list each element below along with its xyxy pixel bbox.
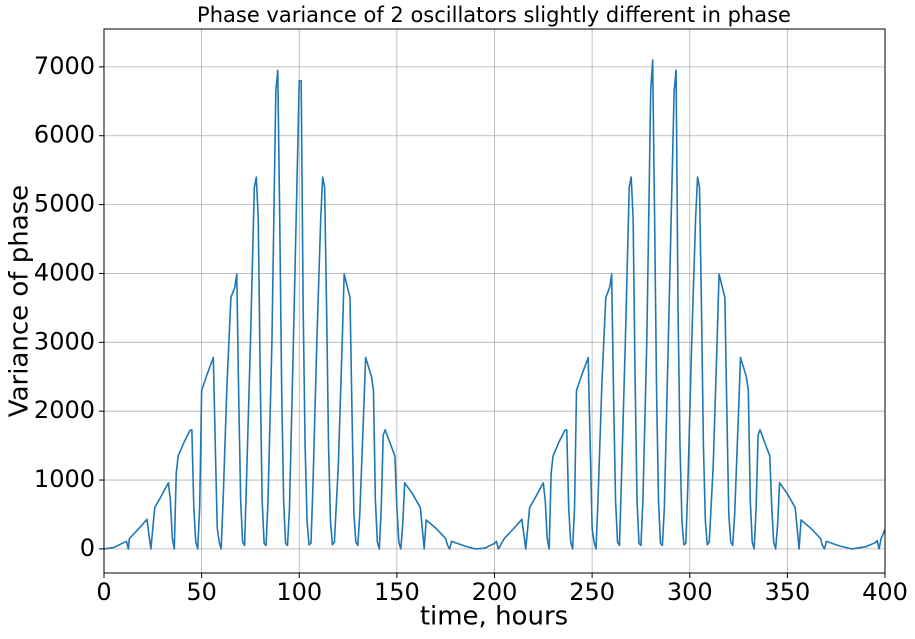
y-tick-label: 3000 <box>34 327 95 355</box>
x-tick-label: 300 <box>667 578 713 606</box>
x-tick-label: 100 <box>276 578 322 606</box>
x-tick-label: 250 <box>569 578 615 606</box>
y-tick-label: 4000 <box>34 258 95 286</box>
x-tick-label: 0 <box>96 578 111 606</box>
y-tick-label: 0 <box>80 534 95 562</box>
y-tick-label: 7000 <box>34 52 95 80</box>
x-tick-label: 350 <box>764 578 810 606</box>
x-tick-label: 150 <box>374 578 420 606</box>
y-tick-label: 5000 <box>34 190 95 218</box>
y-tick-label: 2000 <box>34 396 95 424</box>
data-line <box>103 59 886 550</box>
y-tick-label: 6000 <box>34 121 95 149</box>
x-tick-label: 400 <box>862 578 908 606</box>
x-axis-label: time, hours <box>420 602 568 632</box>
plot-frame <box>103 28 886 574</box>
x-tick-label: 200 <box>472 578 518 606</box>
y-axis-label: Variance of phase <box>5 185 35 417</box>
y-tick-label: 1000 <box>34 465 95 493</box>
x-tick-label: 50 <box>186 578 217 606</box>
chart-title: Phase variance of 2 oscillators slightly… <box>197 3 791 27</box>
